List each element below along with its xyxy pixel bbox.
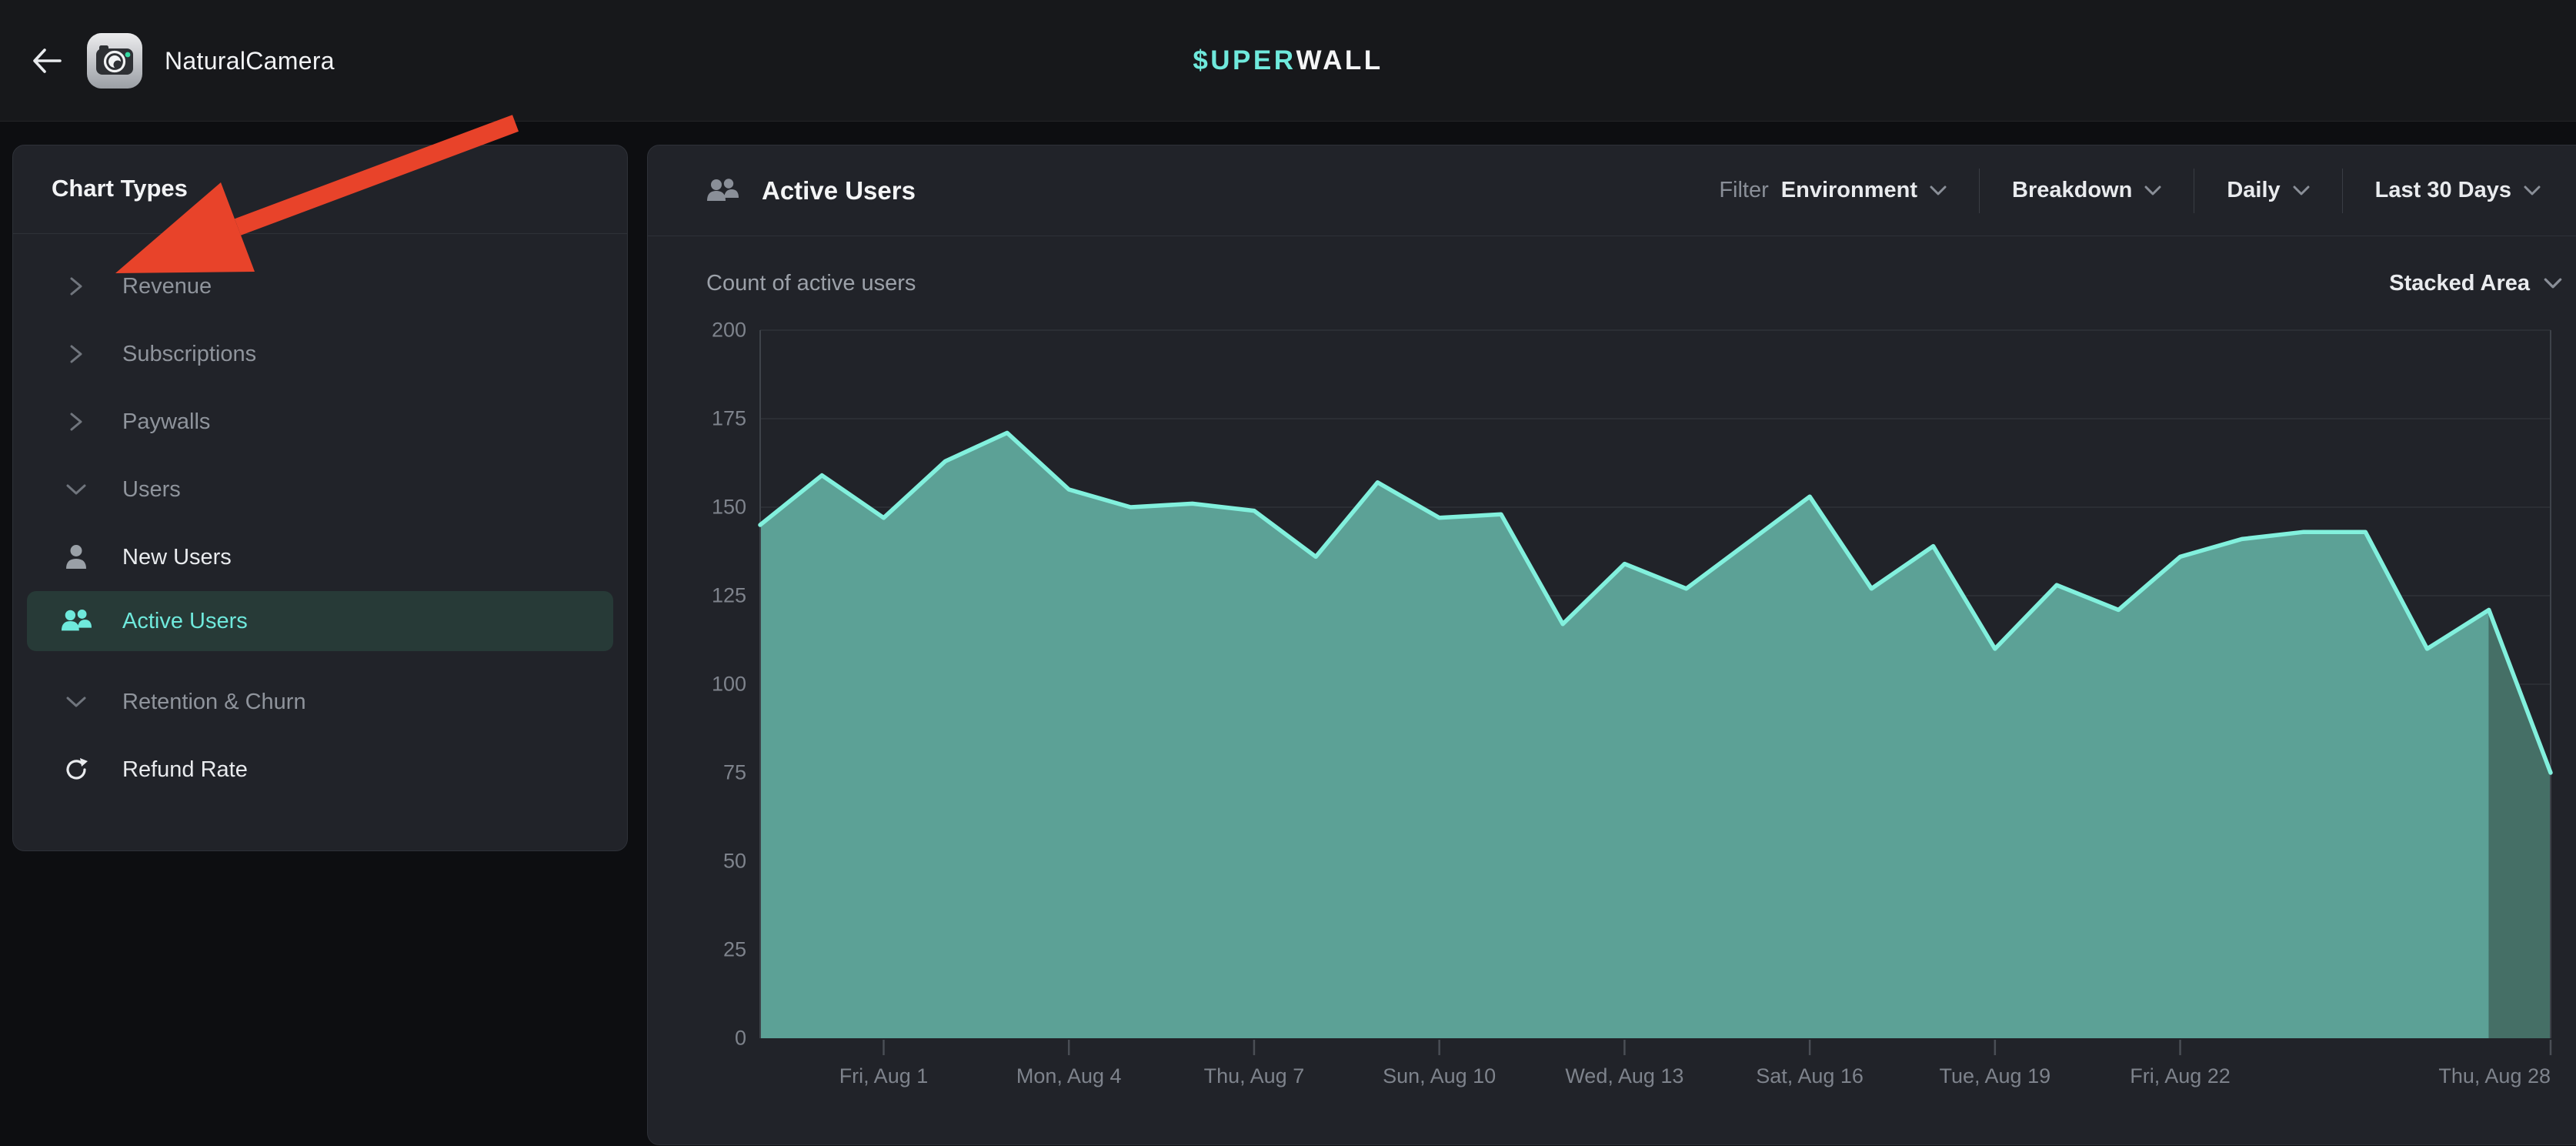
arrow-left-icon (32, 48, 62, 74)
x-tick-label: Tue, Aug 19 (1940, 1064, 2051, 1088)
x-tick-label: Fri, Aug 22 (2130, 1064, 2231, 1088)
chevron-right-icon (61, 342, 92, 366)
y-tick-label: 0 (735, 1027, 746, 1051)
active-users-panel: Active Users Filter Environment Breakdow… (647, 145, 2576, 1145)
sidebar-item-paywalls[interactable]: Paywalls (13, 388, 627, 456)
people-icon (706, 178, 739, 204)
sidebar-item-retention-churn[interactable]: Retention & Churn (13, 668, 627, 736)
y-tick-label: 25 (723, 938, 746, 962)
y-tick-label: 75 (723, 761, 746, 785)
chevron-down-icon (1930, 185, 1947, 195)
logo-suffix: WALL (1296, 45, 1383, 76)
chart-subheader: Count of active users Stacked Area (648, 236, 2576, 330)
x-tick-label: Thu, Aug 7 (1204, 1064, 1305, 1088)
chevron-down-icon (61, 695, 92, 709)
y-tick-label: 125 (712, 584, 746, 608)
filter-environment-dropdown[interactable]: Filter Environment (1687, 178, 1979, 203)
x-tick-label: Mon, Aug 4 (1016, 1064, 1122, 1088)
person-icon (61, 544, 92, 570)
app-name: NaturalCamera (165, 47, 335, 75)
chart-types-panel: Chart Types Revenue Subscriptions Paywalls… (12, 145, 628, 851)
chevron-down-icon (61, 483, 92, 496)
sidebar-item-label: Active Users (122, 609, 248, 634)
sidebar-item-refund-rate[interactable]: Refund Rate (13, 736, 627, 804)
top-bar: NaturalCamera $UPERWALL (0, 0, 2576, 122)
refresh-icon (61, 757, 92, 783)
date-range-dropdown[interactable]: Last 30 Days (2343, 178, 2541, 203)
app-icon-camera (86, 32, 143, 89)
y-axis-labels: 0255075100125150175200 (648, 330, 746, 1038)
sidebar-item-new-users[interactable]: New Users (13, 523, 627, 591)
area-chart-svg (760, 330, 2551, 1038)
sidebar-item-active-users[interactable]: Active Users (27, 591, 613, 651)
interval-dropdown[interactable]: Daily (2194, 178, 2341, 203)
y-tick-label: 150 (712, 496, 746, 520)
chart-header: Active Users Filter Environment Breakdow… (648, 145, 2576, 236)
sidebar-item-users[interactable]: Users (13, 456, 627, 523)
y-tick-label: 175 (712, 407, 746, 431)
chevron-down-icon (2293, 185, 2310, 195)
back-button[interactable] (29, 43, 65, 79)
chart-types-title: Chart Types (13, 145, 627, 202)
y-tick-label: 100 (712, 673, 746, 697)
chart-type-dropdown[interactable]: Stacked Area (2389, 271, 2562, 296)
people-icon (61, 608, 92, 634)
metric-description: Count of active users (706, 271, 916, 296)
sidebar-item-label: Retention & Churn (122, 690, 306, 715)
chevron-right-icon (61, 274, 92, 299)
y-tick-label: 50 (723, 850, 746, 874)
chevron-right-icon (61, 409, 92, 434)
sidebar-item-revenue[interactable]: Revenue (13, 252, 627, 320)
y-tick-label: 200 (712, 319, 746, 342)
x-tick-label: Thu, Aug 28 (2438, 1064, 2551, 1088)
chevron-down-icon (2524, 185, 2541, 195)
x-tick-label: Wed, Aug 13 (1565, 1064, 1683, 1088)
chart-types-list: Revenue Subscriptions Paywalls Users New Use… (13, 234, 627, 804)
superwall-logo: $UPERWALL (1193, 0, 1383, 122)
chevron-down-icon (2544, 278, 2562, 289)
filter-label: Filter (1719, 178, 1768, 203)
sidebar-item-label: Users (122, 477, 181, 503)
breakdown-dropdown[interactable]: Breakdown (1980, 178, 2194, 203)
x-tick-label: Sun, Aug 10 (1383, 1064, 1496, 1088)
x-tick-label: Fri, Aug 1 (839, 1064, 929, 1088)
page-title: Active Users (762, 176, 916, 205)
sidebar-item-label: New Users (122, 545, 232, 570)
logo-prefix: $UPER (1193, 45, 1296, 76)
sidebar-item-label: Revenue (122, 274, 212, 299)
chevron-down-icon (2144, 185, 2161, 195)
area-chart-plot[interactable] (760, 330, 2551, 1038)
x-axis-labels: Fri, Aug 1 Mon, Aug 4 Thu, Aug 7 Sun, Aug 1… (760, 1064, 2551, 1111)
sidebar-item-label: Refund Rate (122, 757, 248, 783)
sidebar-item-label: Paywalls (122, 409, 210, 435)
chart-area[interactable]: 0255075100125150175200 Fri, Aug 1Mon, Au… (648, 330, 2576, 1146)
sidebar-item-subscriptions[interactable]: Subscriptions (13, 320, 627, 388)
x-tick-label: Sat, Aug 16 (1756, 1064, 1864, 1088)
sidebar-item-label: Subscriptions (122, 342, 256, 367)
